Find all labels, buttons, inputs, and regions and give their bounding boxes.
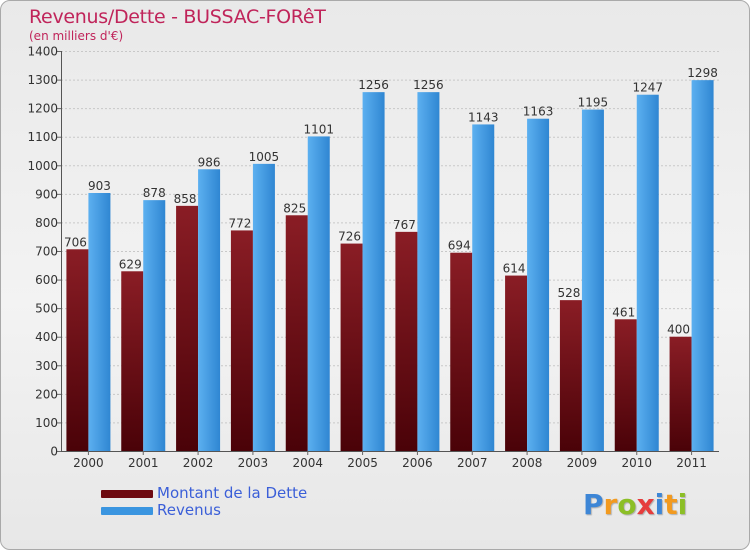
bar-revenus <box>88 193 111 451</box>
logo-letter: t <box>664 488 678 521</box>
y-tick-label: 900 <box>35 187 58 201</box>
bar-dette <box>669 336 692 451</box>
bar-dette <box>230 230 253 451</box>
y-tick-label: 0 <box>50 445 58 459</box>
y-tick-label: 1300 <box>27 73 58 87</box>
logo-letter: P <box>583 488 604 521</box>
data-label: 614 <box>503 262 526 276</box>
y-tick-label: 700 <box>35 245 58 259</box>
legend-item-dette: Montant de la Dette <box>101 485 307 502</box>
data-label: 726 <box>338 230 361 244</box>
bar-dette <box>340 243 363 451</box>
bar-revenus <box>143 200 166 451</box>
bar-dette <box>614 319 637 451</box>
data-label: 528 <box>557 286 580 300</box>
legend-label-dette: Montant de la Dette <box>157 484 308 502</box>
data-label: 461 <box>612 305 635 319</box>
chart-subtitle: (en milliers d'€) <box>29 29 124 43</box>
data-label: 825 <box>283 201 306 215</box>
x-tick-label: 2004 <box>292 456 323 470</box>
data-label: 1256 <box>358 78 389 92</box>
x-tick-label: 2011 <box>676 456 707 470</box>
data-label: 1256 <box>413 78 444 92</box>
bar-dette <box>121 271 144 451</box>
bar-dette <box>559 300 582 451</box>
data-label: 1163 <box>523 105 554 119</box>
data-label: 694 <box>448 239 471 253</box>
legend-label-revenus: Revenus <box>157 501 221 519</box>
legend-item-revenus: Revenus <box>101 502 307 519</box>
bar-revenus <box>307 136 330 451</box>
bar-revenus <box>636 94 659 451</box>
data-label: 1101 <box>303 122 334 136</box>
data-label: 1247 <box>632 81 663 95</box>
data-label: 1005 <box>249 150 280 164</box>
y-tick-label: 800 <box>35 216 58 230</box>
legend-swatch-dette <box>101 489 153 498</box>
y-tick-label: 1200 <box>27 102 58 116</box>
data-label: 629 <box>119 257 142 271</box>
x-tick-label: 2005 <box>347 456 378 470</box>
bar-revenus <box>472 124 495 451</box>
chart-title: Revenus/Dette - BUSSAC-FORêT <box>29 6 326 28</box>
bar-revenus <box>581 109 604 452</box>
y-tick-label: 1400 <box>27 45 58 59</box>
logo-letter: r <box>603 488 618 521</box>
x-tick-label: 2006 <box>402 456 433 470</box>
y-tick-label: 1100 <box>27 130 58 144</box>
bar-revenus <box>417 92 440 452</box>
logo-letter: x <box>636 488 655 521</box>
data-label: 772 <box>228 216 251 230</box>
data-label: 1143 <box>468 110 499 124</box>
bar-revenus <box>252 163 275 451</box>
bar-revenus <box>527 118 550 451</box>
bar-dette <box>176 205 199 451</box>
x-tick-label: 2007 <box>457 456 488 470</box>
bar-revenus <box>691 80 714 452</box>
y-tick-label: 100 <box>35 416 58 430</box>
data-label: 400 <box>667 323 690 337</box>
bar-dette <box>505 275 528 451</box>
x-tick-label: 2009 <box>567 456 598 470</box>
bar-dette <box>395 231 418 451</box>
y-tick-label: 600 <box>35 273 58 287</box>
x-tick-label: 2002 <box>183 456 214 470</box>
y-tick-label: 300 <box>35 359 58 373</box>
data-label: 986 <box>198 155 221 169</box>
logo-letter: i <box>654 488 665 521</box>
y-tick-label: 500 <box>35 302 58 316</box>
bar-revenus <box>362 92 385 452</box>
logo-letter: i <box>677 488 688 521</box>
x-tick-label: 2008 <box>512 456 543 470</box>
data-label: 1195 <box>578 96 609 110</box>
bar-revenus <box>198 169 221 452</box>
x-tick-label: 2000 <box>73 456 104 470</box>
x-tick-label: 2010 <box>621 456 652 470</box>
data-label: 858 <box>174 192 197 206</box>
legend-swatch-revenus <box>101 506 153 515</box>
data-label: 903 <box>88 179 111 193</box>
x-tick-label: 2003 <box>238 456 269 470</box>
legend: Montant de la Dette Revenus <box>101 485 307 519</box>
y-tick-label: 1000 <box>27 159 58 173</box>
y-tick-label: 200 <box>35 387 58 401</box>
data-label: 767 <box>393 218 416 232</box>
bar-dette <box>285 215 308 451</box>
x-tick-label: 2001 <box>128 456 159 470</box>
proxiti-logo: Proxiti <box>583 488 687 521</box>
bar-dette <box>450 252 473 451</box>
data-label: 878 <box>143 186 166 200</box>
y-tick-label: 400 <box>35 330 58 344</box>
data-label: 1298 <box>687 66 718 80</box>
bar-dette <box>66 249 89 451</box>
data-label: 706 <box>64 235 87 249</box>
logo-letter: o <box>617 488 637 521</box>
